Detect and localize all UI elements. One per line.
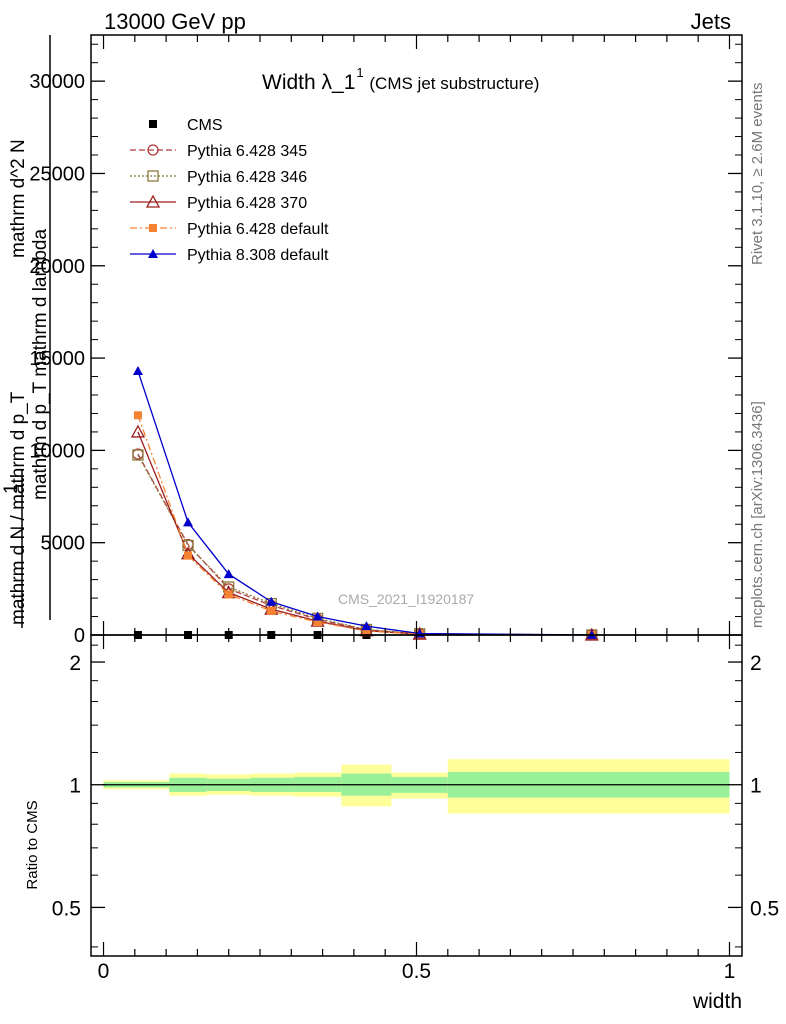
- legend-marker-p370: [145, 194, 161, 208]
- main-y-tick-label: 15000: [29, 348, 85, 370]
- main-panel: 0 5000 10000 15000 20000 25000 30000 Width λ_1…: [29, 34, 743, 647]
- plot-subtitle: (CMS jet substructure): [369, 74, 539, 93]
- data-point-p8def: [312, 611, 323, 621]
- data-point-p346: [182, 539, 194, 552]
- ratio-axes: 0.5 0.5 1 1 2 2 0 0.5 1: [52, 635, 779, 983]
- header-energy: 13000 GeV pp: [104, 9, 246, 34]
- data-point-p8def: [266, 596, 277, 606]
- main-y-tick-label: 0: [74, 625, 85, 647]
- data-point-p8def: [223, 569, 234, 579]
- main-y-tick-label: 10000: [29, 440, 85, 462]
- x-tick-label: 1: [724, 960, 736, 983]
- analysis-watermark: CMS_2021_I1920187: [338, 591, 474, 607]
- legend-label-cms: CMS: [187, 117, 223, 134]
- main-series-group: [130, 366, 599, 641]
- y-label-one: 1: [1, 483, 22, 494]
- data-point-p8def: [361, 621, 372, 631]
- data-point-p8def: [183, 517, 194, 527]
- x-axis-label: width: [692, 990, 742, 1013]
- legend-label-p370: Pythia 6.428 370: [187, 195, 307, 212]
- ratio-y-tick-label: 1: [69, 775, 81, 798]
- legend-label-p346: Pythia 6.428 346: [187, 169, 307, 186]
- data-point-p8def: [132, 366, 143, 375]
- legend: CMS Pythia 6.428 345 Pythia 6.428 346 Pythi…: [130, 117, 329, 264]
- data-point-p6def: [224, 590, 233, 599]
- ratio-y-tick-label: 0.5: [52, 897, 81, 920]
- plot-title-superscript: 1: [356, 65, 363, 80]
- y-axis-label: mathrm d^2 N mathrm d p_T mathrm d lambd…: [1, 35, 51, 628]
- series-line-p8def: [137, 370, 592, 636]
- legend-marker-p8def: [148, 249, 158, 258]
- legend-label-p345: Pythia 6.428 345: [187, 143, 307, 160]
- legend-label-p8def: Pythia 8.308 default: [187, 247, 329, 264]
- ratio-y-tick-label-right: 0.5: [750, 897, 779, 920]
- ratio-y-tick-label-right: 2: [750, 652, 762, 675]
- series-line-p6def: [137, 415, 592, 636]
- y-label-numerator-a: mathrm d^2 N: [8, 139, 29, 258]
- main-y-tick-label: 30000: [29, 71, 85, 93]
- y-label-denominator: mathrm d N / mathrm d p_T: [8, 391, 29, 625]
- mcplots-label: mcplots.cern.ch [arXiv:1306.3436]: [749, 401, 766, 628]
- plot-title: Width λ_1: [262, 71, 355, 94]
- main-axes: 0 5000 10000 15000 20000 25000 30000: [29, 35, 742, 647]
- data-point-p6def: [133, 411, 142, 420]
- x-tick-label: 0.5: [402, 960, 431, 983]
- legend-label-p6def: Pythia 6.428 default: [187, 221, 329, 238]
- ratio-panel: 0.5 0.5 1 1 2 2 0 0.5 1: [52, 634, 779, 983]
- main-y-tick-label: 20000: [29, 256, 85, 278]
- main-y-tick-label: 5000: [41, 533, 86, 555]
- header-category: Jets: [691, 9, 731, 34]
- data-point-p370: [130, 424, 146, 438]
- series-line-p346: [137, 454, 592, 636]
- data-point-p6def: [362, 626, 371, 635]
- data-point-p346: [132, 449, 144, 461]
- legend-marker-p6def: [149, 224, 157, 232]
- main-y-tick-label: 25000: [29, 163, 85, 185]
- y-label-numerator-b: mathrm d p_T mathrm d lambda: [30, 229, 51, 500]
- rivet-version-label: Rivet 3.1.10, ≥ 2.6M events: [749, 83, 766, 266]
- data-point-p6def: [267, 607, 276, 615]
- legend-marker-p345: [147, 144, 159, 156]
- legend-marker-p346: [147, 170, 159, 182]
- ratio-axis-label: Ratio to CMS: [24, 800, 41, 889]
- ratio-y-tick-label: 2: [69, 652, 81, 675]
- ratio-bands: [103, 759, 730, 814]
- data-point-p6def: [184, 551, 193, 560]
- legend-marker-cms: [149, 120, 157, 128]
- data-point-p6def: [313, 618, 322, 627]
- x-tick-label: 0: [98, 960, 110, 983]
- ratio-y-tick-label-right: 1: [750, 775, 762, 798]
